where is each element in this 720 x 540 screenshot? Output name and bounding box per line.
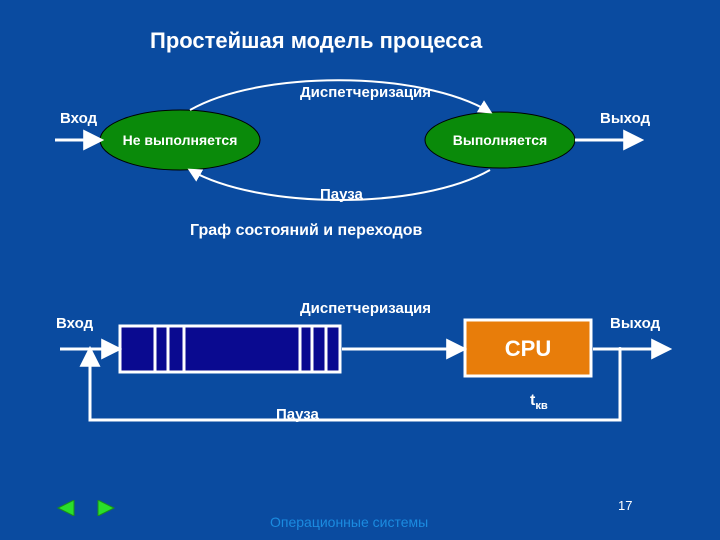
- cpu-label: CPU: [505, 336, 551, 361]
- slide: Не выполняется Выполняется CPU Простейшая…: [0, 0, 720, 540]
- queue-label-dispatch: Диспетчеризация: [300, 300, 431, 317]
- footer-text: Операционные системы: [270, 514, 428, 530]
- graph-caption: Граф состояний и переходов: [190, 222, 422, 240]
- triangle-right-icon: [96, 500, 116, 516]
- state-node-label-not_running: Не выполняется: [123, 132, 238, 148]
- page-number: 17: [618, 498, 632, 513]
- label-pause: Пауза: [320, 186, 363, 203]
- prev-slide-button[interactable]: [56, 500, 76, 516]
- queue-label-tkv: tкв: [530, 392, 548, 412]
- queue-label-pause: Пауза: [276, 406, 319, 423]
- queue-label-exit: Выход: [610, 315, 660, 332]
- diagram-canvas: Не выполняется Выполняется CPU: [0, 0, 720, 540]
- junction-dot: [618, 347, 622, 351]
- next-slide-button[interactable]: [96, 500, 116, 516]
- triangle-left-icon: [56, 500, 76, 516]
- label-entry: Вход: [60, 110, 97, 127]
- state-node-label-running: Выполняется: [453, 132, 547, 148]
- queue-box: [120, 326, 340, 372]
- label-exit: Выход: [600, 110, 650, 127]
- label-dispatch: Диспетчеризация: [300, 84, 431, 101]
- queue-label-entry: Вход: [56, 315, 93, 332]
- slide-title: Простейшая модель процесса: [150, 28, 482, 54]
